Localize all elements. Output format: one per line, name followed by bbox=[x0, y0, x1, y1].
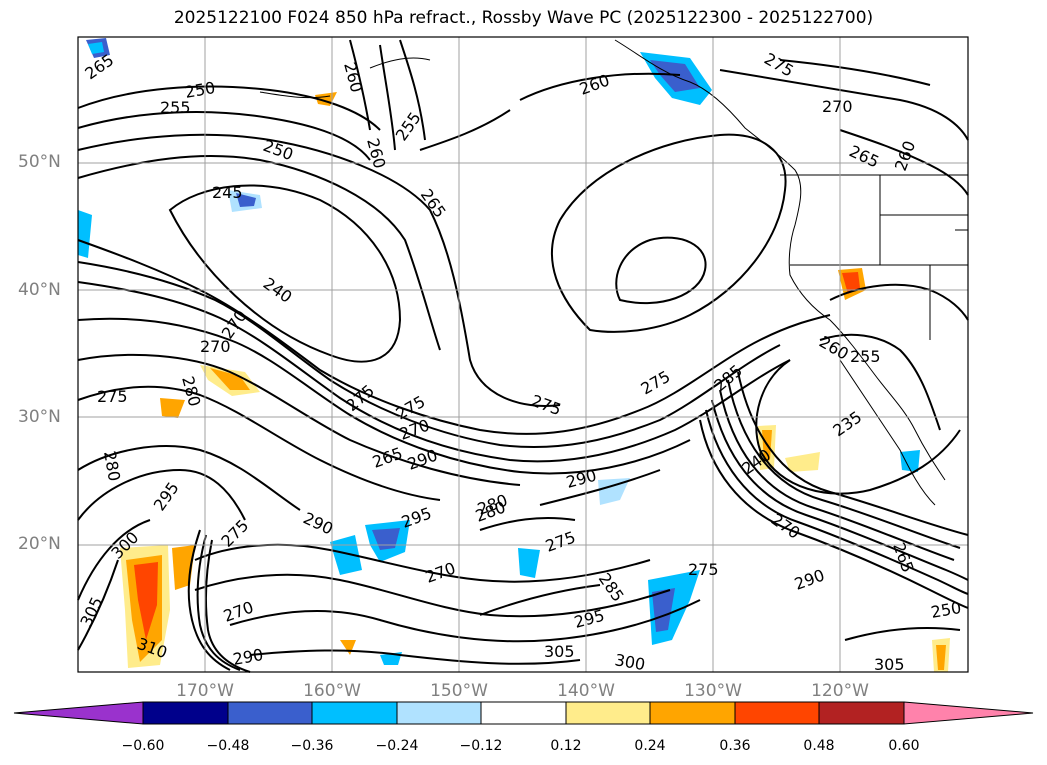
contour-label: 260 bbox=[363, 136, 389, 170]
colorbar-tick-label: −0.36 bbox=[290, 738, 334, 754]
contour-label: 255 bbox=[160, 98, 191, 117]
contour-label: 265 bbox=[417, 185, 450, 221]
lat-label-50n: 50°N bbox=[18, 152, 61, 172]
contour-label: 265 bbox=[846, 141, 882, 171]
contour-label: 250 bbox=[261, 136, 296, 164]
contour-label: 295 bbox=[572, 606, 606, 632]
contour-label: 260 bbox=[577, 70, 612, 98]
gridlines bbox=[78, 37, 968, 672]
contour-label: 270 bbox=[221, 597, 256, 625]
contour-label: 300 bbox=[613, 650, 646, 674]
contour-label: 265 bbox=[81, 50, 117, 83]
colorbar-tick-label: −0.12 bbox=[459, 738, 503, 754]
contour-label: 270 bbox=[200, 337, 231, 356]
map-title: 2025122100 F024 850 hPa refract., Rossby… bbox=[173, 8, 874, 28]
contour-label: 260 bbox=[340, 60, 366, 94]
lon-label-150w: 150°W bbox=[430, 681, 488, 701]
colorbar-tick-label: 0.60 bbox=[888, 738, 920, 754]
contour-label-layer: 265 250 255 260 255 260 275 270 265 260 … bbox=[76, 49, 962, 674]
contour-label: 285 bbox=[595, 569, 628, 605]
colorbar-tick-label: −0.48 bbox=[206, 738, 250, 754]
contour-label: 280 bbox=[100, 449, 124, 482]
colorbar bbox=[13, 701, 1034, 725]
lon-label-160w: 160°W bbox=[303, 681, 361, 701]
lon-label-120w: 120°W bbox=[811, 681, 869, 701]
contour-label: 235 bbox=[829, 407, 865, 440]
colorbar-extend-high bbox=[903, 701, 1034, 725]
colorbar-tick-label: −0.60 bbox=[121, 738, 165, 754]
colorbar-tick-label: 0.24 bbox=[634, 738, 666, 754]
colorbar-bin bbox=[565, 701, 651, 725]
colorbar-tick-label: −0.24 bbox=[375, 738, 419, 754]
contour-label: 275 bbox=[97, 387, 128, 406]
lat-label-20n: 20°N bbox=[18, 534, 61, 554]
colorbar-bin bbox=[227, 701, 313, 725]
contour-label: 305 bbox=[544, 642, 575, 661]
colorbar-bin bbox=[818, 701, 905, 725]
contour-label: 290 bbox=[231, 645, 264, 669]
contour-label: 275 bbox=[638, 367, 674, 399]
colorbar-extend-low bbox=[13, 701, 144, 725]
colorbar-tick-label: 0.36 bbox=[719, 738, 751, 754]
lon-label-140w: 140°W bbox=[557, 681, 615, 701]
colorbar-tick-label: 0.12 bbox=[550, 738, 582, 754]
contour-label: 275 bbox=[688, 560, 719, 579]
contour-label: 245 bbox=[212, 183, 243, 202]
lon-label-130w: 130°W bbox=[684, 681, 742, 701]
colorbar-bin bbox=[396, 701, 482, 725]
contour-label: 270 bbox=[423, 558, 458, 586]
contour-label: 260 bbox=[816, 332, 852, 364]
map-frame bbox=[77, 36, 969, 673]
colorbar-bin bbox=[480, 701, 567, 725]
contour-label: 290 bbox=[792, 565, 827, 593]
colorbar-tick-label: 0.48 bbox=[803, 738, 835, 754]
contour-label: 260 bbox=[891, 138, 919, 173]
contour-label: 275 bbox=[543, 527, 578, 555]
contour-label: 295 bbox=[150, 478, 183, 514]
contour-label: 275 bbox=[529, 391, 564, 419]
contour-label: 290 bbox=[564, 466, 598, 492]
contour-label: 270 bbox=[822, 97, 853, 116]
contour-label: 275 bbox=[761, 49, 797, 81]
colorbar-bin bbox=[142, 701, 229, 725]
lat-label-30n: 30°N bbox=[18, 407, 61, 427]
contour-label: 265 bbox=[370, 443, 405, 471]
lat-label-40n: 40°N bbox=[18, 280, 61, 300]
contour-label: 295 bbox=[399, 503, 434, 531]
colorbar-bin bbox=[311, 701, 398, 725]
lon-label-170w: 170°W bbox=[176, 681, 234, 701]
contour-label: 240 bbox=[260, 274, 296, 307]
refractivity-contours bbox=[77, 39, 969, 673]
contour-label: 275 bbox=[217, 516, 252, 551]
colorbar-bin bbox=[649, 701, 736, 725]
contour-label: 250 bbox=[929, 598, 962, 622]
contour-label: 305 bbox=[874, 655, 905, 674]
contour-label: 255 bbox=[850, 347, 881, 366]
coastlines bbox=[259, 39, 968, 506]
contour-label: 270 bbox=[768, 510, 804, 543]
contour-label: 290 bbox=[300, 508, 336, 538]
colorbar-bin bbox=[734, 701, 820, 725]
